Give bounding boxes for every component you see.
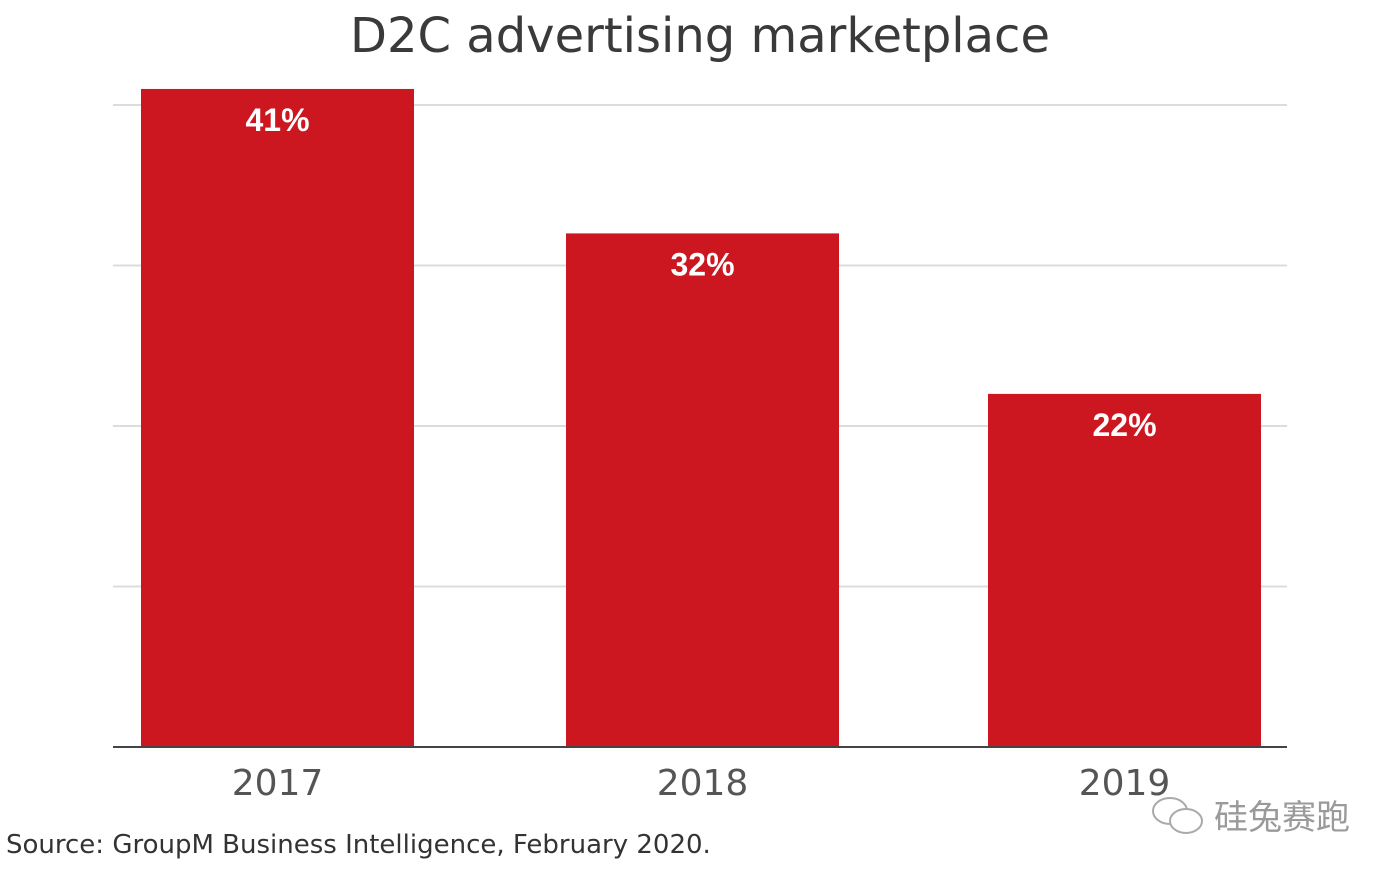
watermark-text: 硅兔赛跑: [1214, 798, 1350, 838]
bar-2019: [988, 393, 1261, 747]
watermark: 硅兔赛跑: [1150, 790, 1350, 839]
bar-2018: [566, 233, 839, 747]
x-tick-label: 2019: [1079, 763, 1171, 804]
x-tick-label: 2017: [232, 763, 324, 804]
data-label: 32%: [670, 246, 734, 282]
data-label: 22%: [1092, 407, 1156, 443]
bar-chart: 41% 2017 32% 2018 22% 2019: [113, 88, 1287, 804]
chart-title: D2C advertising marketplace: [350, 8, 1050, 64]
bar-2017: [141, 88, 414, 747]
data-label: 41%: [245, 102, 309, 138]
wechat-icon: [1152, 796, 1203, 834]
x-tick-label: 2018: [657, 763, 749, 804]
source-note: Source: GroupM Business Intelligence, Fe…: [6, 830, 711, 860]
